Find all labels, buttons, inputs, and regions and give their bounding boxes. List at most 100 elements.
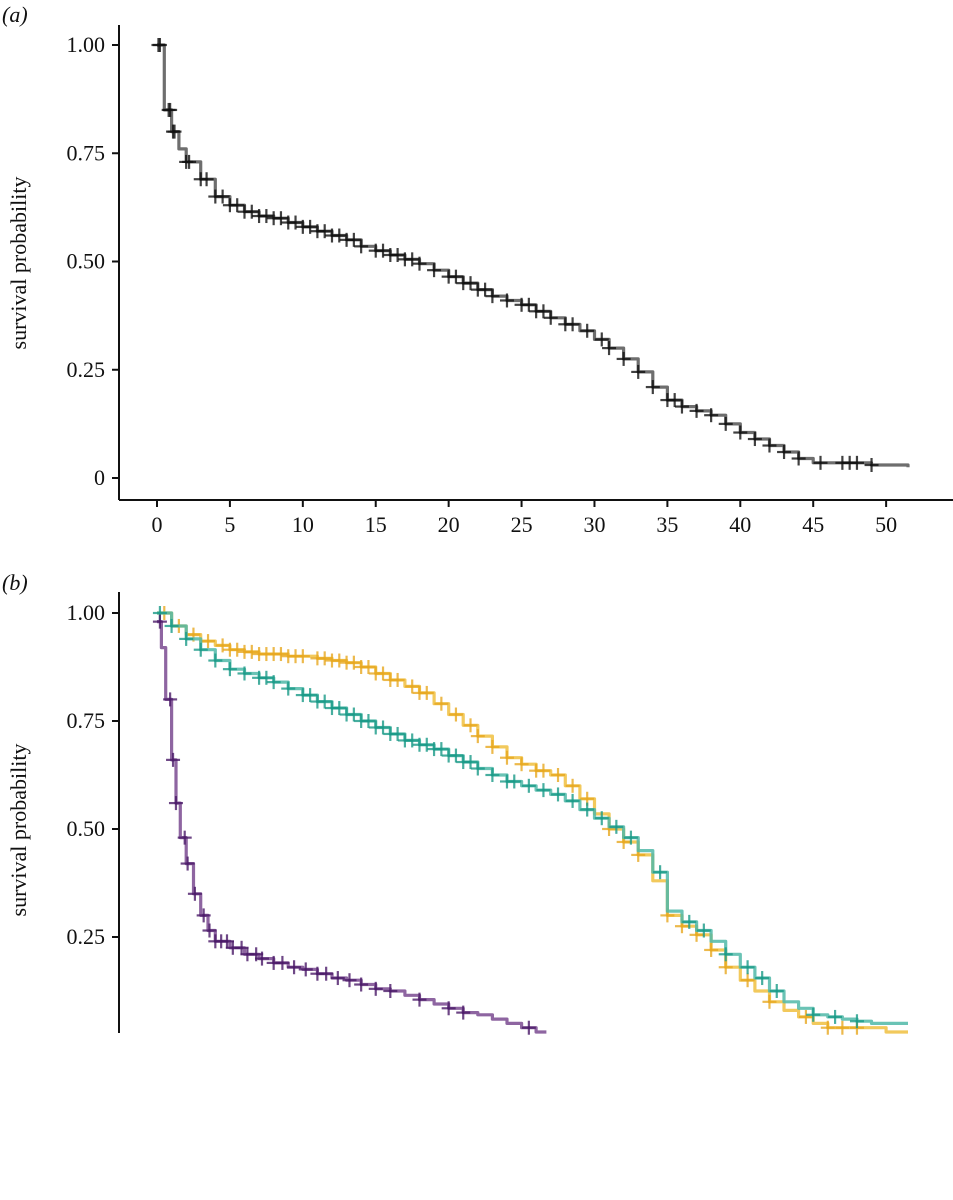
panel-a-series-0-censor-mark [478, 282, 493, 297]
panel-a-series-0-censor-mark [602, 341, 617, 356]
panel-b-series-1-censor-mark [463, 755, 478, 770]
panel-b-series-2-censor-mark [456, 1005, 471, 1020]
panel-b-series-2-censor-mark [275, 955, 290, 970]
panel-a-series-0-censor-mark [376, 243, 391, 258]
panel-b-y-tick-label: 0.25 [67, 924, 106, 949]
panel-a-series-0-censor-mark [667, 393, 682, 408]
panel-b-series-1-censor-mark [580, 802, 595, 817]
panel-a-x-tick-label: 10 [292, 512, 314, 537]
panel-b-series-2-censor-mark [330, 971, 345, 986]
panel-b-series-0-censor-mark [762, 994, 777, 1009]
panel-b-series-2-censor-mark [354, 977, 369, 992]
panel-a-x-tick-label: 45 [802, 512, 824, 537]
panel-a-series-0-censor-mark [405, 252, 420, 267]
panel-a-y-tick-label: 1.00 [67, 32, 106, 57]
panel-b-series-1-censor-mark [346, 707, 361, 722]
panel-b-series-1-censor-mark [521, 778, 536, 793]
panel-b-y-tick-label: 0.50 [67, 816, 106, 841]
panel-b-series-1-censor-mark [266, 675, 281, 690]
panel-a-series-0-censor-mark [499, 293, 514, 308]
panel-b-series-0-censor-mark [536, 763, 551, 778]
panel-a-y-tick-label: 0.50 [67, 249, 106, 274]
panel-b-series-0-censor-mark [470, 729, 485, 744]
panel-b-series-1-censor-mark [551, 787, 566, 802]
panel-b-series-2-censor-mark [368, 981, 383, 996]
panel-a-series-0-censor-mark [390, 248, 405, 263]
panel-b-series-1-censor-mark [806, 1007, 821, 1022]
panel-a-series-0-censor-mark [631, 364, 646, 379]
panel-a-series-0-censor-mark [813, 455, 828, 470]
panel-b-series-1-censor-mark [609, 819, 624, 834]
panel-b-series-1-censor-mark [769, 984, 784, 998]
panel-b-series-2-censor-mark [152, 614, 167, 629]
panel-a-y-tick-label: 0.25 [67, 357, 106, 382]
panel-b-series-0-censor-mark [419, 685, 434, 700]
panel-b-series-2-censor-mark [168, 796, 183, 811]
panel-b-series [152, 606, 908, 1035]
panel-b-series-1-censor-mark [419, 737, 434, 752]
panel-a-series-0-censor-mark [594, 332, 609, 347]
panel-b-series-0-censor-mark [798, 1009, 813, 1024]
panel-b-series-2-censor-mark [187, 886, 202, 901]
panel-a-x-tick-label: 0 [152, 512, 163, 537]
panel-a-x-tick-label: 15 [365, 512, 387, 537]
panel-b-series-0-censor-mark [244, 644, 259, 659]
panel-b-series-1-censor-mark [696, 923, 711, 938]
panel-b-series-0-censor-mark [390, 672, 405, 687]
panel-b-axes [112, 592, 120, 1033]
panel-b-series-0-censor-mark [376, 666, 391, 681]
panel-a-series-0-censor-mark [463, 276, 478, 291]
panel-b-series-2-censor-mark [166, 752, 181, 767]
panel-b-series-2-censor-mark [298, 962, 313, 977]
panel-a-x-tick-label: 30 [583, 512, 605, 537]
panel-b-series-1-line [157, 611, 908, 1025]
panel-a-series-0-censor-mark [199, 172, 214, 187]
panel-b-series-1-censor-mark [281, 681, 296, 696]
panel-a-series-0-censor-mark [616, 351, 631, 366]
panel-a-series-0-censor-mark [580, 323, 595, 338]
panel-b-series-2-censor-mark [441, 1001, 456, 1016]
panel-a-series-0-censor-mark [152, 38, 167, 52]
panel-a-series-0-censor-mark [762, 438, 777, 453]
panel-b-y-axis-title: survival probability [6, 744, 31, 917]
panel-a-x-tick-label: 5 [224, 512, 235, 537]
panel-b-series-1-censor-mark [623, 830, 638, 845]
panel-b-series-1-censor-mark [222, 662, 237, 677]
panel-b-series-2-censor-mark [234, 940, 249, 955]
panel-b-series-2-censor-mark [196, 908, 211, 923]
panel-b-series-0-censor-mark [463, 718, 478, 733]
panel-a-series-0-censor-mark [288, 215, 303, 230]
panel-b-series-0-censor-mark [835, 1020, 850, 1035]
panel-b-series-0-censor-mark [273, 647, 288, 662]
panel-b-y-tick-label: 1.00 [67, 600, 106, 625]
panel-b-series-0-censor-mark [332, 653, 347, 668]
panel-b-series-2-censor-mark [202, 923, 217, 938]
panel-b-series-1-censor-mark [376, 720, 391, 735]
panel-a-series-0-censor-mark [163, 102, 178, 117]
panel-b-series-0-censor-mark [514, 757, 529, 772]
panel-a-series-0-censor-mark [259, 209, 274, 224]
panel-b-series-2-censor-mark [180, 856, 195, 871]
panel-a-y-axis-title: survival probability [6, 177, 31, 350]
panel-a-series-0-censor-mark [230, 198, 245, 213]
panel-b-series-1-censor-mark [237, 666, 252, 681]
panel-b-series-1-censor-mark [682, 914, 697, 929]
panel-a-series-0-censor-mark [412, 256, 427, 271]
panel-b-series-2-censor-mark [521, 1020, 536, 1035]
panel-b-series-0-censor-mark [740, 973, 755, 988]
panel-a-series-0-censor-mark [215, 189, 230, 204]
panel-a-series-0-censor-mark [273, 211, 288, 226]
panel-b-series-1-censor-mark [193, 642, 208, 657]
panel-b-y-tick-label: 0.75 [67, 708, 106, 733]
panel-a-label: (a) [2, 2, 28, 27]
panel-b-series-0-censor-mark [295, 649, 310, 664]
panel-b-series-1-censor-mark [653, 865, 668, 880]
panel-b-series-0-censor-mark [434, 696, 449, 711]
panel-b-series-1-censor-mark [303, 688, 318, 703]
panel-a-series-0-censor-mark [317, 224, 332, 239]
panel-b-series-1-censor-mark [755, 971, 770, 986]
panel-b-series-1-censor-mark [849, 1014, 864, 1029]
panel-a-series [151, 38, 910, 473]
panel-b-series-1-censor-mark [179, 631, 194, 646]
panel-a-series-0-censor-mark [182, 154, 197, 169]
